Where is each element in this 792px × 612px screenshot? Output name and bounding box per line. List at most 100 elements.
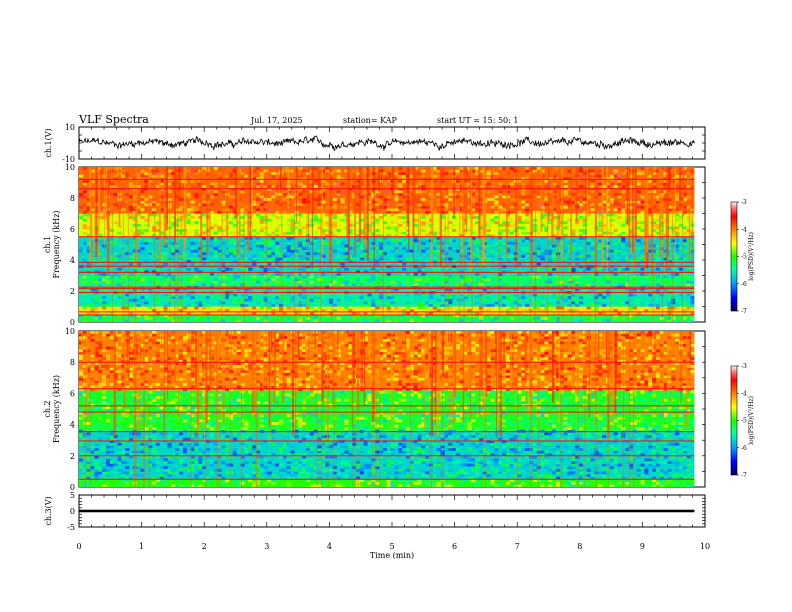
spectral-pixel: [371, 221, 376, 225]
spectral-pixel: [448, 192, 453, 196]
spectral-pixel: [621, 229, 626, 232]
spectral-pixel: [82, 239, 87, 243]
spectral-pixel: [290, 236, 295, 240]
spectral-pixel: [663, 216, 668, 219]
spectral-pixel: [194, 221, 199, 225]
spectral-pixel: [371, 216, 376, 219]
spectral-pixel: [371, 278, 376, 281]
spectral-pixel: [286, 231, 291, 235]
spectral-pixel: [98, 303, 103, 307]
spectral-pixel: [105, 272, 111, 276]
spectral-pixel: [86, 234, 91, 238]
spectral-pixel: [336, 169, 341, 173]
spectral-pixel: [90, 311, 95, 315]
spectral-pixel: [209, 254, 214, 258]
spectral-pixel: [371, 210, 376, 214]
spectral-pixel: [498, 167, 503, 170]
spectral-pixel: [328, 278, 334, 281]
spectral-pixel: [228, 296, 234, 300]
spectral-pixel: [155, 298, 161, 302]
spectral-pixel: [452, 260, 457, 263]
spectral-pixel: [90, 192, 95, 196]
spectral-pixel: [186, 213, 191, 217]
spectral-pixel: [175, 314, 180, 318]
spectral-pixel: [321, 200, 326, 204]
spectral-pixel: [598, 182, 603, 186]
spectral-pixel: [252, 272, 257, 276]
spectral-pixel: [113, 185, 118, 188]
spectral-pixel: [275, 249, 280, 253]
spectral-pixel: [336, 190, 341, 194]
spectral-pixel: [502, 283, 507, 287]
broadband-streak: [266, 167, 268, 322]
spectral-pixel: [617, 234, 622, 238]
spectral-pixel: [259, 260, 264, 263]
spectral-pixel: [290, 231, 295, 235]
spectral-pixel: [475, 272, 480, 276]
spectral-pixel: [398, 309, 403, 312]
spectral-pixel: [275, 293, 280, 297]
spectral-pixel: [686, 205, 691, 209]
spectral-pixel: [82, 226, 87, 230]
spectral-pixel: [263, 270, 268, 274]
spectral-pixel: [348, 203, 353, 207]
broadband-streak: [382, 167, 384, 322]
spectral-pixel: [271, 190, 276, 194]
spectral-pixel: [140, 190, 145, 194]
spectral-pixel: [486, 169, 491, 173]
spectral-pixel: [286, 262, 291, 266]
spectral-pixel: [355, 216, 361, 219]
spectral-pixel: [378, 257, 384, 261]
spectral-pixel: [275, 244, 280, 248]
spectral-pixel: [313, 221, 318, 225]
sferic-streak: [99, 167, 101, 218]
spectral-pixel: [86, 213, 91, 217]
spectral-pixel: [636, 182, 641, 186]
spectral-pixel: [259, 198, 264, 201]
spectral-pixel: [275, 216, 280, 219]
spectral-pixel: [267, 260, 272, 263]
spectral-pixel: [525, 309, 530, 312]
spectral-pixel: [621, 223, 626, 227]
spectral-pixel: [663, 236, 668, 240]
spectral-pixel: [236, 244, 241, 248]
spectral-pixel: [86, 280, 91, 284]
spectral-pixel: [275, 301, 280, 305]
spectral-pixel: [575, 303, 580, 307]
spectral-pixel: [609, 213, 614, 217]
spectral-pixel: [578, 203, 584, 207]
spectral-pixel: [282, 257, 287, 261]
spectral-pixel: [175, 236, 180, 240]
spectral-pixel: [459, 185, 464, 188]
spectral-pixel: [682, 174, 687, 178]
spectral-pixel: [348, 298, 353, 302]
spectral-pixel: [263, 239, 268, 243]
spectral-pixel: [575, 283, 580, 287]
spectral-pixel: [671, 218, 676, 222]
spectral-pixel: [409, 182, 414, 186]
spectral-pixel: [621, 244, 626, 248]
spectral-pixel: [275, 309, 280, 312]
spectral-pixel: [575, 223, 580, 227]
spectral-pixel: [659, 303, 664, 307]
spectral-pixel: [275, 254, 280, 258]
spectral-pixel: [86, 298, 91, 302]
spectral-pixel: [682, 198, 687, 201]
spectral-pixel: [221, 208, 226, 212]
spectral-pixel: [440, 169, 445, 173]
spectral-pixel: [448, 221, 453, 225]
spectral-pixel: [602, 278, 607, 281]
spectral-pixel: [552, 267, 557, 271]
spectral-pixel: [509, 198, 514, 201]
sferic-streak: [239, 167, 241, 268]
spectral-pixel: [186, 177, 191, 181]
sferic-streak: [364, 167, 367, 245]
spectral-pixel: [421, 303, 426, 307]
spectral-pixel: [394, 226, 399, 230]
spectral-pixel: [532, 190, 537, 194]
spectral-pixel: [675, 236, 680, 240]
spectral-pixel: [594, 296, 599, 300]
spectral-pixel: [586, 293, 591, 297]
spectral-pixel: [602, 298, 607, 302]
spectral-pixel: [540, 303, 545, 307]
